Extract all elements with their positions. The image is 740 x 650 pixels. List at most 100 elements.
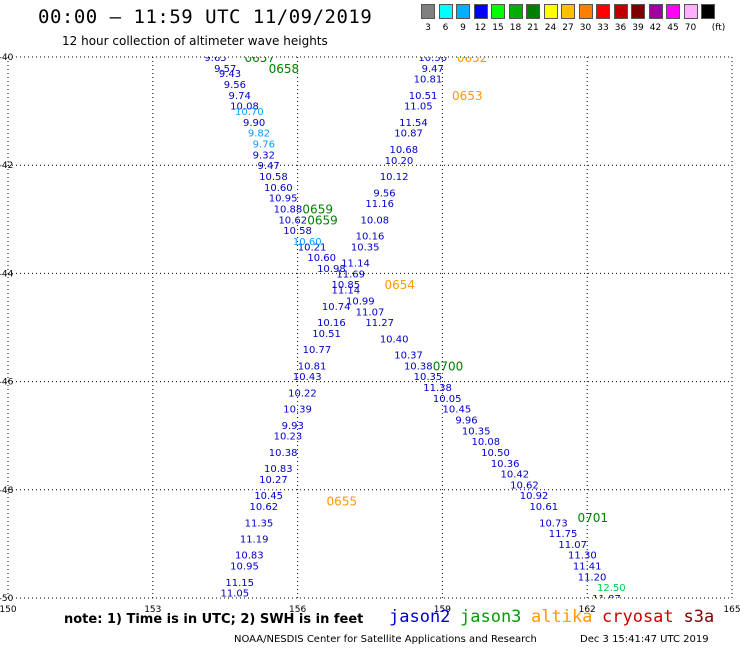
pass-time-label: 0659: [302, 202, 333, 216]
note-text: note: 1) Time is in UTC; 2) SWH is in fe…: [64, 612, 364, 627]
swh-value: 9.43: [219, 69, 241, 80]
lon-label: 156: [289, 605, 306, 615]
lat-label: -42: [0, 161, 13, 171]
timestamp-text: Dec 3 15:41:47 UTC 2019: [580, 634, 709, 645]
legend-jason2: jason2: [389, 607, 451, 627]
scale-label: 30: [579, 23, 592, 33]
swh-value: 10.50: [481, 448, 510, 459]
scale-label: 3: [425, 23, 431, 33]
swh-value: 10.92: [520, 491, 549, 502]
scale-label: 18: [509, 23, 522, 33]
lat-label: -46: [0, 378, 14, 388]
scale-label: 45: [667, 23, 679, 33]
swh-value: 9.76: [253, 140, 275, 151]
swh-value: 9.56: [224, 80, 246, 91]
pass-time-label: 0653: [452, 89, 483, 103]
scale-swatch: [421, 4, 435, 19]
swh-value: 10.12: [380, 172, 409, 183]
swh-value: 10.05: [433, 394, 462, 405]
scale-swatch: [561, 4, 575, 19]
legend-jason3: jason3: [460, 607, 522, 627]
swh-value: 10.73: [539, 518, 568, 529]
pass-time-label: 0659: [307, 213, 338, 227]
swh-value: 10.74: [322, 302, 351, 313]
swh-value: 10.95: [269, 194, 298, 205]
swh-value: 10.58: [283, 226, 312, 237]
credit-text: NOAA/NESDIS Center for Satellite Applica…: [234, 634, 537, 645]
swh-value: 11.75: [549, 529, 578, 540]
swh-value: 11.38: [423, 383, 452, 394]
scale-label: 15: [492, 23, 504, 33]
swh-value: 10.60: [264, 183, 293, 194]
pass-time-label: 0652: [457, 51, 488, 65]
swh-value: 9.47: [258, 161, 280, 172]
swh-value: 10.85: [332, 280, 361, 291]
swh-value: 11.15: [225, 578, 254, 589]
lon-label: 165: [723, 605, 740, 615]
scale-label: 70: [684, 23, 697, 33]
swh-value: 10.77: [303, 345, 332, 356]
legend-s3a: s3a: [683, 607, 715, 627]
swh-value: 10.62: [510, 480, 539, 491]
scale-swatch: [508, 4, 523, 19]
swh-value: 10.37: [394, 351, 423, 362]
swh-value: 9.93: [282, 421, 304, 432]
swh-value: 10.45: [443, 405, 472, 416]
swh-value: 11.69: [336, 269, 365, 280]
swh-value: 10.83: [235, 551, 264, 562]
swh-value: 10.95: [230, 562, 259, 573]
swh-value: 9.96: [455, 415, 477, 426]
scale-label: 42: [649, 23, 662, 33]
swh-value: 10.42: [500, 470, 529, 481]
lat-label: -48: [0, 486, 14, 496]
scale-label: 27: [562, 23, 574, 33]
swh-value: 9.32: [253, 150, 275, 161]
swh-value: 10.81: [298, 361, 327, 372]
scale-label: 21: [527, 23, 539, 33]
scale-label: 24: [544, 23, 557, 33]
swh-value: 10.08: [230, 102, 259, 113]
swh-value: 9.47: [422, 64, 444, 75]
scale-label: 9: [460, 23, 466, 33]
swh-value: 11.16: [365, 199, 394, 210]
swh-value: 11.07: [558, 540, 587, 551]
swh-value: 10.99: [346, 296, 375, 307]
swh-value: 10.43: [293, 372, 322, 383]
swh-value: 10.45: [254, 491, 283, 502]
pass-time-label: 0701: [578, 511, 609, 525]
swh-value: 11.27: [365, 318, 394, 329]
swh-value: 10.16: [317, 318, 346, 329]
scale-swatch: [491, 4, 505, 19]
swh-value: 10.27: [259, 475, 288, 486]
lat-label: -40: [0, 53, 14, 63]
swh-value: 10.62: [249, 502, 278, 513]
map-subtitle: 12 hour collection of altimeter wave hei…: [62, 34, 328, 48]
swh-value: 11.05: [221, 589, 250, 600]
swh-value: 10.38: [404, 361, 433, 372]
lon-label: 159: [434, 605, 451, 615]
swh-value: 10.21: [298, 242, 327, 253]
lat-label: -50: [0, 594, 14, 604]
swh-value: 10.16: [356, 232, 385, 243]
swh-value: 10.40: [380, 334, 409, 345]
swh-value: 9.56: [373, 188, 395, 199]
scale-label: 36: [614, 23, 627, 33]
swh-value: 10.60: [307, 253, 336, 264]
swh-value: 10.35: [462, 426, 491, 437]
swh-value: 11.41: [573, 562, 602, 573]
lat-label: -44: [0, 269, 14, 279]
lon-label: 162: [579, 605, 596, 615]
scale-swatch: [701, 4, 715, 19]
swh-value: 11.54: [399, 118, 428, 129]
scale-unit: (ft): [711, 23, 726, 33]
map-title: 00:00 – 11:59 UTC 11/09/2019: [38, 6, 373, 28]
scale-swatch: [613, 4, 628, 19]
swh-value: 10.35: [414, 372, 443, 383]
swh-value: 10.35: [351, 242, 380, 253]
swh-value: 10.68: [389, 145, 418, 156]
swh-value: 11.20: [578, 572, 607, 583]
pass-time-label: 0654: [384, 278, 415, 292]
scale-swatch: [596, 4, 610, 19]
swh-value: 10.83: [264, 464, 293, 475]
